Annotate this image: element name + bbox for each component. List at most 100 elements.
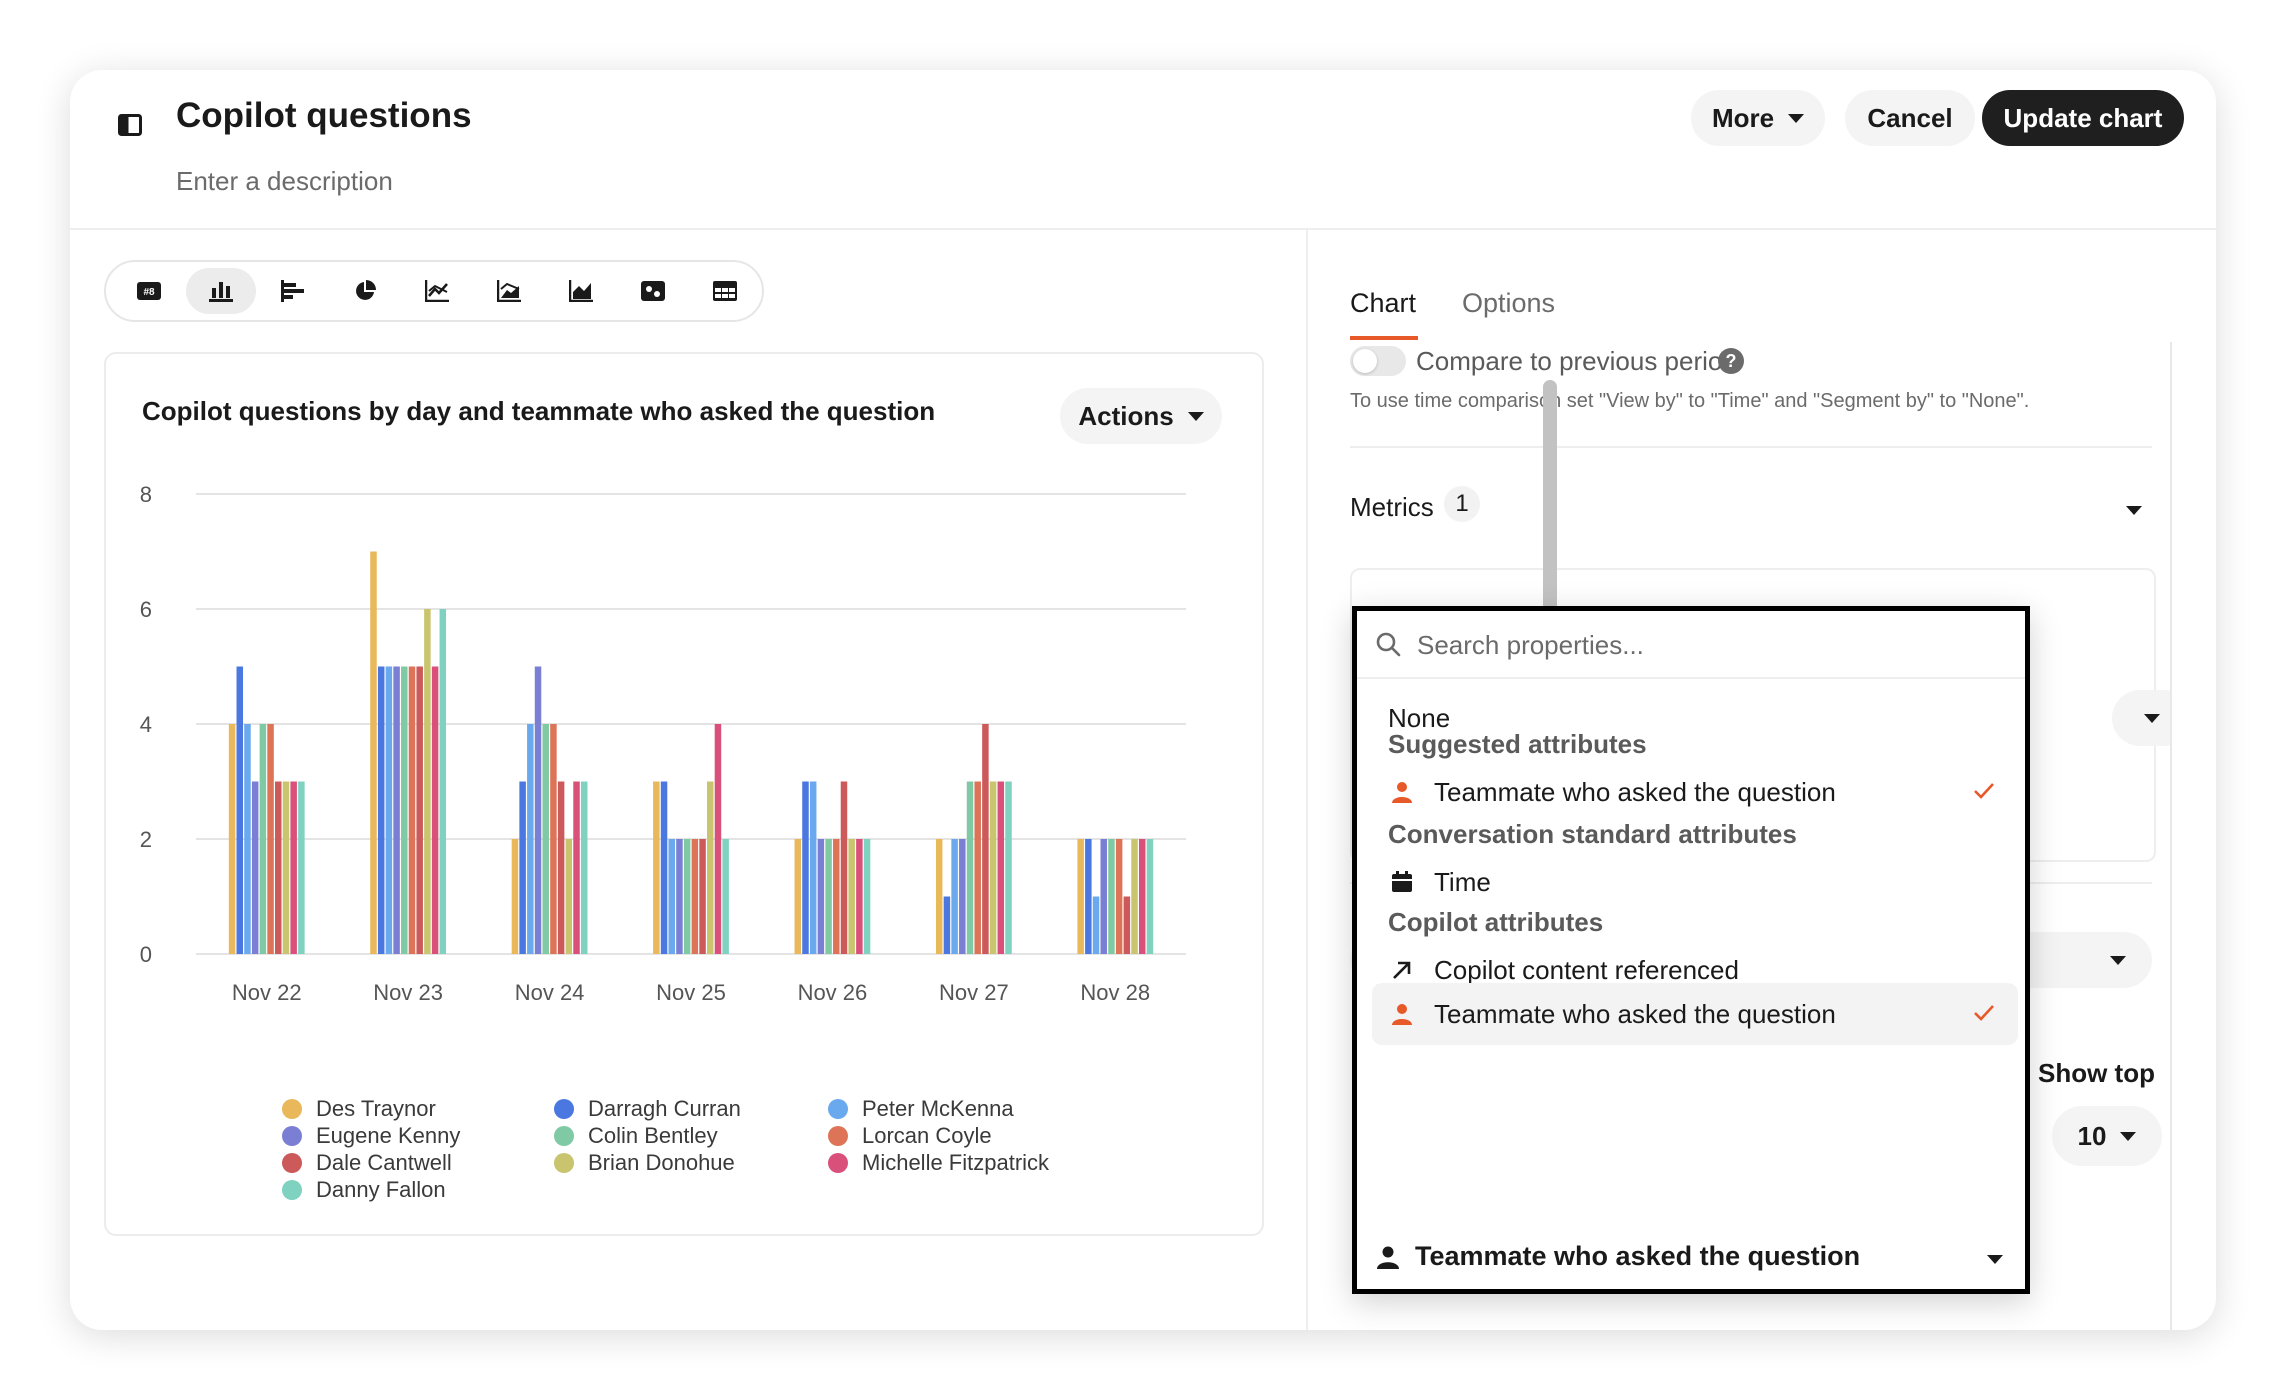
pie-chart-button[interactable] bbox=[330, 268, 400, 314]
legend-item[interactable]: Dale Cantwell bbox=[282, 1150, 452, 1176]
option-teammate-suggested[interactable]: Teammate who asked the question bbox=[1372, 761, 2018, 823]
option-time[interactable]: Time bbox=[1372, 851, 2018, 913]
bar[interactable] bbox=[802, 781, 809, 955]
table-chart-button[interactable] bbox=[690, 268, 760, 314]
metrics-collapse-icon[interactable] bbox=[2126, 502, 2142, 520]
legend-item[interactable]: Darragh Curran bbox=[554, 1096, 741, 1122]
bar[interactable] bbox=[825, 839, 832, 954]
bar[interactable] bbox=[298, 781, 305, 955]
bar[interactable] bbox=[565, 839, 573, 954]
bar[interactable] bbox=[794, 839, 802, 954]
bar[interactable] bbox=[370, 551, 377, 955]
actions-button[interactable]: Actions bbox=[1060, 388, 1222, 444]
bar[interactable] bbox=[722, 839, 729, 954]
legend-item[interactable]: Colin Bentley bbox=[554, 1123, 718, 1149]
bar[interactable] bbox=[817, 839, 825, 954]
bar[interactable] bbox=[982, 724, 989, 954]
bar[interactable] bbox=[573, 781, 580, 955]
bar[interactable] bbox=[943, 896, 951, 955]
more-button[interactable]: More bbox=[1691, 90, 1825, 146]
bar[interactable] bbox=[668, 839, 676, 954]
bar[interactable] bbox=[707, 781, 714, 955]
heatmap-chart-button[interactable] bbox=[618, 268, 688, 314]
bar[interactable] bbox=[856, 839, 863, 954]
legend-item[interactable]: Eugene Kenny bbox=[282, 1123, 460, 1149]
bar[interactable] bbox=[653, 781, 660, 955]
bar[interactable] bbox=[676, 839, 683, 954]
bar[interactable] bbox=[542, 724, 549, 954]
show-top-select[interactable]: 10 bbox=[2052, 1106, 2162, 1166]
bar[interactable] bbox=[228, 724, 236, 954]
bar[interactable] bbox=[557, 781, 565, 955]
bar[interactable] bbox=[431, 666, 439, 955]
bar[interactable] bbox=[267, 724, 274, 954]
bar[interactable] bbox=[1005, 781, 1012, 955]
option-teammate-copilot[interactable]: Teammate who asked the question bbox=[1372, 983, 2018, 1045]
bar[interactable] bbox=[377, 666, 385, 955]
bar[interactable] bbox=[511, 839, 519, 954]
cancel-button[interactable]: Cancel bbox=[1845, 90, 1975, 146]
tab-options[interactable]: Options bbox=[1462, 288, 1556, 318]
bar[interactable] bbox=[1100, 839, 1107, 954]
bar[interactable] bbox=[809, 781, 817, 955]
bar[interactable] bbox=[699, 839, 706, 954]
bar[interactable] bbox=[393, 666, 400, 955]
bar[interactable] bbox=[519, 781, 526, 955]
metric-select[interactable] bbox=[2112, 690, 2170, 746]
bar[interactable] bbox=[275, 781, 282, 955]
bar[interactable] bbox=[660, 781, 668, 955]
bar[interactable] bbox=[833, 839, 840, 954]
compare-toggle[interactable] bbox=[1350, 346, 1406, 376]
bar[interactable] bbox=[997, 781, 1005, 955]
bar[interactable] bbox=[714, 724, 722, 954]
bar[interactable] bbox=[935, 839, 943, 954]
bar[interactable] bbox=[691, 839, 699, 954]
bar[interactable] bbox=[550, 724, 557, 954]
page-title[interactable]: Copilot questions bbox=[176, 96, 472, 135]
bar[interactable] bbox=[439, 609, 447, 954]
bar-chart-button[interactable] bbox=[186, 268, 256, 314]
bar[interactable] bbox=[236, 666, 244, 955]
bar[interactable] bbox=[1115, 839, 1123, 954]
update-chart-button[interactable]: Update chart bbox=[1982, 90, 2184, 146]
option-copilot-content[interactable]: Copilot content referenced bbox=[1372, 939, 2018, 1001]
bar[interactable] bbox=[966, 781, 974, 955]
bar[interactable] bbox=[251, 781, 259, 955]
bar[interactable] bbox=[580, 781, 588, 955]
bar[interactable] bbox=[1108, 839, 1115, 954]
bar[interactable] bbox=[385, 666, 393, 955]
bar[interactable] bbox=[840, 781, 848, 955]
legend-item[interactable]: Des Traynor bbox=[282, 1096, 436, 1122]
bar[interactable] bbox=[848, 839, 855, 954]
option-none[interactable]: None bbox=[1372, 687, 2018, 749]
line-chart-button[interactable] bbox=[402, 268, 472, 314]
legend-item[interactable]: Peter McKenna bbox=[828, 1096, 1014, 1122]
bar[interactable] bbox=[863, 839, 871, 954]
sidebar-toggle-icon[interactable] bbox=[118, 114, 142, 136]
bar[interactable] bbox=[401, 666, 408, 955]
bar[interactable] bbox=[959, 839, 966, 954]
bar[interactable] bbox=[1123, 896, 1131, 955]
description-field[interactable]: Enter a description bbox=[176, 166, 393, 196]
bar[interactable] bbox=[416, 666, 423, 955]
bar[interactable] bbox=[989, 781, 997, 955]
segment-by-select[interactable]: Teammate who asked the question bbox=[1357, 1227, 2025, 1289]
bar[interactable] bbox=[527, 724, 534, 954]
bar[interactable] bbox=[1146, 839, 1154, 954]
legend-item[interactable]: Michelle Fitzpatrick bbox=[828, 1150, 1049, 1176]
legend-item[interactable]: Lorcan Coyle bbox=[828, 1123, 992, 1149]
bar[interactable] bbox=[259, 724, 267, 954]
help-icon[interactable]: ? bbox=[1718, 348, 1744, 374]
area-chart-button[interactable] bbox=[546, 268, 616, 314]
legend-item[interactable]: Brian Donohue bbox=[554, 1150, 735, 1176]
horizontal-bar-button[interactable] bbox=[258, 268, 328, 314]
bar[interactable] bbox=[1085, 839, 1092, 954]
legend-item[interactable]: Danny Fallon bbox=[282, 1177, 446, 1203]
bar[interactable] bbox=[290, 781, 297, 955]
bar[interactable] bbox=[1092, 896, 1100, 955]
bar[interactable] bbox=[534, 666, 542, 955]
bar[interactable] bbox=[1077, 839, 1084, 954]
bar[interactable] bbox=[974, 781, 981, 955]
bar[interactable] bbox=[1138, 839, 1146, 954]
tab-chart[interactable]: Chart bbox=[1350, 288, 1417, 318]
